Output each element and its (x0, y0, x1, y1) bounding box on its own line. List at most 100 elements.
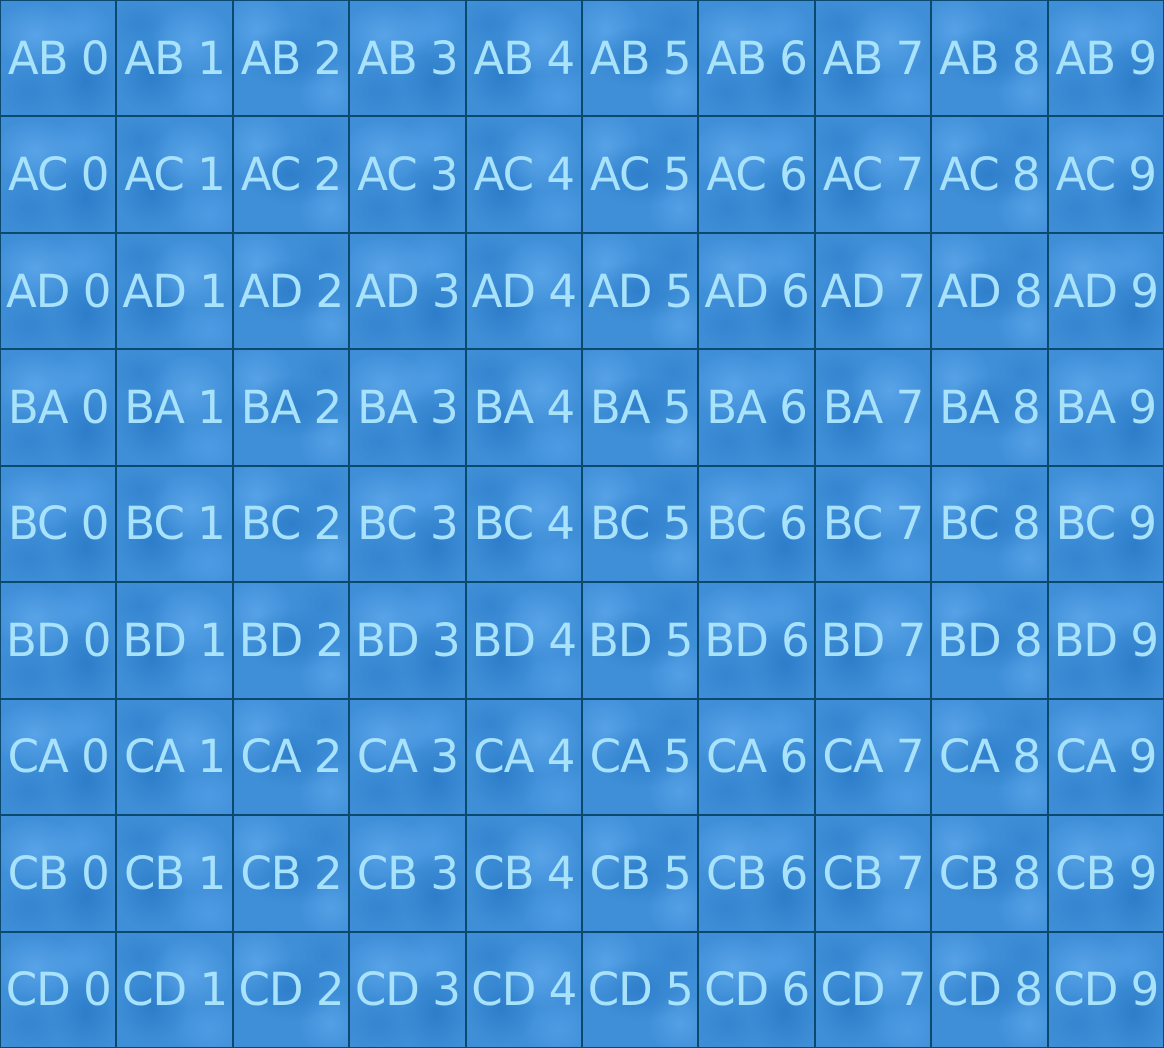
tile-ac1[interactable]: AC 1 (117, 117, 232, 232)
tile-cd1[interactable]: CD 1 (117, 932, 232, 1047)
tile-ad8[interactable]: AD 8 (932, 233, 1047, 349)
tile-bd3[interactable]: BD 3 (350, 583, 465, 698)
tile-cb9[interactable]: CB 9 (1048, 816, 1163, 931)
tile-cd9[interactable]: CD 9 (1048, 932, 1163, 1047)
tile-ab5[interactable]: AB 5 (583, 1, 698, 116)
tile-cb1[interactable]: CB 1 (117, 816, 232, 931)
tile-cb7[interactable]: CB 7 (815, 816, 931, 931)
tile-ba0[interactable]: BA 0 (1, 350, 116, 465)
tile-ba1[interactable]: BA 1 (117, 350, 232, 465)
tile-ac5[interactable]: AC 5 (583, 117, 698, 232)
tile-ab9[interactable]: AB 9 (1048, 1, 1163, 116)
tile-bc0[interactable]: BC 0 (1, 466, 116, 582)
tile-cd8[interactable]: CD 8 (932, 932, 1047, 1047)
tile-cd3[interactable]: CD 3 (350, 932, 465, 1047)
tile-ba7[interactable]: BA 7 (815, 350, 931, 465)
tile-cb2[interactable]: CB 2 (233, 816, 349, 931)
tile-ca0[interactable]: CA 0 (1, 699, 116, 815)
tile-ad7[interactable]: AD 7 (815, 233, 931, 349)
tile-label: CB 3 (356, 846, 459, 900)
tile-bd0[interactable]: BD 0 (1, 583, 116, 698)
tile-cb0[interactable]: CB 0 (1, 816, 116, 931)
tile-ba2[interactable]: BA 2 (233, 350, 349, 465)
tile-ba4[interactable]: BA 4 (466, 350, 581, 465)
tile-ca6[interactable]: CA 6 (699, 699, 814, 815)
tile-ad9[interactable]: AD 9 (1048, 233, 1163, 349)
tile-cd0[interactable]: CD 0 (1, 932, 116, 1047)
tile-ca9[interactable]: CA 9 (1048, 699, 1163, 815)
tile-bc1[interactable]: BC 1 (117, 466, 232, 582)
tile-ac7[interactable]: AC 7 (815, 117, 931, 232)
tile-ac2[interactable]: AC 2 (233, 117, 349, 232)
tile-ab8[interactable]: AB 8 (932, 1, 1047, 116)
tile-ad2[interactable]: AD 2 (233, 233, 349, 349)
tile-cb5[interactable]: CB 5 (583, 816, 698, 931)
tile-ba9[interactable]: BA 9 (1048, 350, 1163, 465)
tile-cd4[interactable]: CD 4 (466, 932, 581, 1047)
tile-label: BC 7 (822, 497, 924, 551)
tile-cd2[interactable]: CD 2 (233, 932, 349, 1047)
tile-bd6[interactable]: BD 6 (699, 583, 814, 698)
tile-bc3[interactable]: BC 3 (350, 466, 465, 582)
tile-label: AC 4 (473, 148, 575, 202)
tile-bd4[interactable]: BD 4 (466, 583, 581, 698)
tile-label: AD 5 (588, 264, 693, 318)
tile-ba5[interactable]: BA 5 (583, 350, 698, 465)
tile-ac0[interactable]: AC 0 (1, 117, 116, 232)
tile-ba6[interactable]: BA 6 (699, 350, 814, 465)
tile-ba3[interactable]: BA 3 (350, 350, 465, 465)
tile-bc9[interactable]: BC 9 (1048, 466, 1163, 582)
tile-label: CB 2 (240, 846, 342, 900)
tile-bd8[interactable]: BD 8 (932, 583, 1047, 698)
tile-label: AD 2 (238, 264, 344, 318)
tile-ab6[interactable]: AB 6 (699, 1, 814, 116)
tile-cb3[interactable]: CB 3 (350, 816, 465, 931)
tile-ca2[interactable]: CA 2 (233, 699, 349, 815)
tile-bc5[interactable]: BC 5 (583, 466, 698, 582)
tile-ca7[interactable]: CA 7 (815, 699, 931, 815)
tile-ac4[interactable]: AC 4 (466, 117, 581, 232)
tile-bc4[interactable]: BC 4 (466, 466, 581, 582)
tile-bc2[interactable]: BC 2 (233, 466, 349, 582)
tile-ca4[interactable]: CA 4 (466, 699, 581, 815)
tile-cb4[interactable]: CB 4 (466, 816, 581, 931)
tile-bc7[interactable]: BC 7 (815, 466, 931, 582)
tile-ab3[interactable]: AB 3 (350, 1, 465, 116)
tile-ac6[interactable]: AC 6 (699, 117, 814, 232)
tile-bc8[interactable]: BC 8 (932, 466, 1047, 582)
tile-ac3[interactable]: AC 3 (350, 117, 465, 232)
tile-cb6[interactable]: CB 6 (699, 816, 814, 931)
tile-ca1[interactable]: CA 1 (117, 699, 232, 815)
tile-label: BC 5 (589, 497, 691, 551)
tile-cb8[interactable]: CB 8 (932, 816, 1047, 931)
tile-ca5[interactable]: CA 5 (583, 699, 698, 815)
tile-cd7[interactable]: CD 7 (815, 932, 931, 1047)
tile-ca3[interactable]: CA 3 (350, 699, 465, 815)
tile-ac9[interactable]: AC 9 (1048, 117, 1163, 232)
tile-ab7[interactable]: AB 7 (815, 1, 931, 116)
tile-ab1[interactable]: AB 1 (117, 1, 232, 116)
tile-ad1[interactable]: AD 1 (117, 233, 232, 349)
tile-ad4[interactable]: AD 4 (466, 233, 581, 349)
tile-ab0[interactable]: AB 0 (1, 1, 116, 116)
tile-ca8[interactable]: CA 8 (932, 699, 1047, 815)
tile-ad6[interactable]: AD 6 (699, 233, 814, 349)
tile-bd5[interactable]: BD 5 (583, 583, 698, 698)
tile-label: CD 5 (587, 963, 694, 1017)
tile-bd9[interactable]: BD 9 (1048, 583, 1163, 698)
tile-ad3[interactable]: AD 3 (350, 233, 465, 349)
tile-bd7[interactable]: BD 7 (815, 583, 931, 698)
tile-ab4[interactable]: AB 4 (466, 1, 581, 116)
tile-label: BD 4 (471, 613, 577, 667)
tile-label: BD 9 (1053, 613, 1159, 667)
tile-ad5[interactable]: AD 5 (583, 233, 698, 349)
tile-cd6[interactable]: CD 6 (699, 932, 814, 1047)
tile-bd2[interactable]: BD 2 (233, 583, 349, 698)
tile-bd1[interactable]: BD 1 (117, 583, 232, 698)
tile-ba8[interactable]: BA 8 (932, 350, 1047, 465)
tile-ab2[interactable]: AB 2 (233, 1, 349, 116)
tile-cd5[interactable]: CD 5 (583, 932, 698, 1047)
tile-ad0[interactable]: AD 0 (1, 233, 116, 349)
tile-bc6[interactable]: BC 6 (699, 466, 814, 582)
tile-ac8[interactable]: AC 8 (932, 117, 1047, 232)
